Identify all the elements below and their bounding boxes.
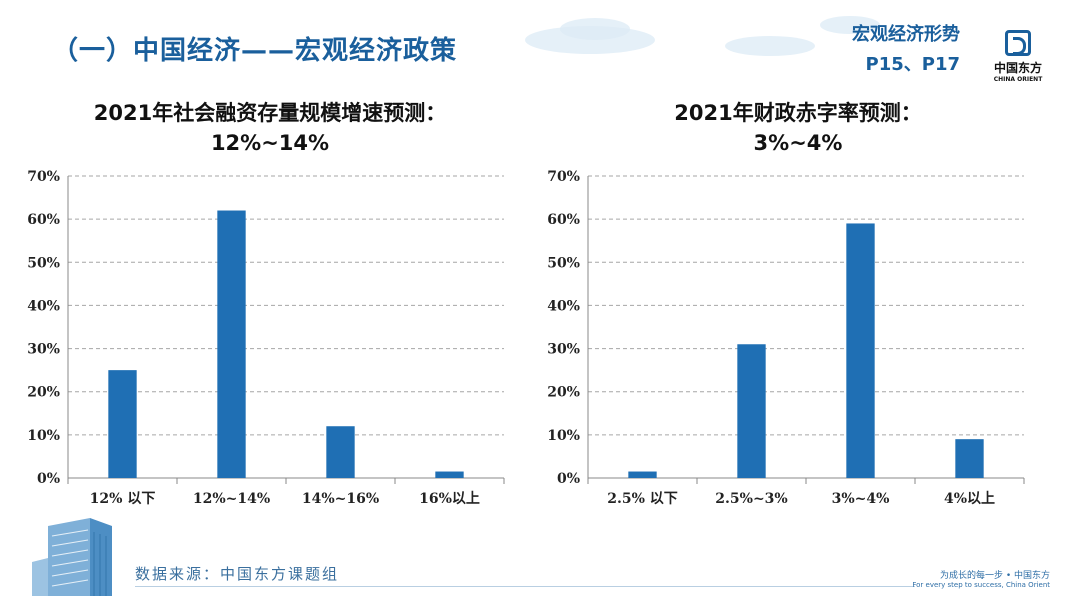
y-tick-label: 0% <box>557 471 580 487</box>
x-tick-label: 3%~4% <box>832 491 890 507</box>
bar <box>846 223 875 478</box>
page-title: （一）中国经济——宏观经济政策 <box>52 36 458 66</box>
y-tick-label: 60% <box>27 212 60 228</box>
bar <box>628 471 657 478</box>
y-tick-label: 50% <box>547 255 580 271</box>
y-tick-label: 0% <box>37 471 60 487</box>
y-tick-label: 20% <box>547 385 580 401</box>
logo-cn-text: 中国东方 <box>993 61 1042 75</box>
building-illustration <box>32 518 112 596</box>
slogan-cn: 为成长的每一步 • 中国东方 <box>939 571 1050 581</box>
header-section-info: 宏观经济形势 P15、P17 <box>852 20 960 80</box>
x-tick-label: 2.5%~3% <box>715 491 787 507</box>
section-topic: 宏观经济形势 <box>852 24 960 45</box>
x-tick-label: 2.5% 以下 <box>607 491 678 507</box>
page-reference: P15、P17 <box>865 54 960 75</box>
y-tick-label: 10% <box>547 428 580 444</box>
bar <box>435 471 464 478</box>
y-tick-label: 20% <box>27 385 60 401</box>
data-source: 数据来源：中国东方课题组 <box>135 565 340 583</box>
logo-en-text: CHINA ORIENT <box>993 76 1043 83</box>
y-tick-label: 40% <box>547 298 580 314</box>
x-tick-label: 16%以上 <box>419 491 480 507</box>
y-tick-label: 30% <box>547 342 580 358</box>
y-tick-label: 70% <box>547 169 580 185</box>
bar <box>955 439 984 478</box>
bar <box>217 210 246 478</box>
y-tick-label: 70% <box>27 169 60 185</box>
x-tick-label: 4%以上 <box>944 491 995 507</box>
y-tick-label: 10% <box>27 428 60 444</box>
bar <box>108 370 137 478</box>
cloud-decoration <box>560 18 630 40</box>
footer-divider <box>135 586 915 587</box>
cloud-decoration <box>820 16 880 34</box>
chart-title-right-line1: 2021年财政赤字率预测： <box>674 101 922 125</box>
bar <box>326 426 355 478</box>
x-tick-label: 14%~16% <box>302 491 379 507</box>
chart-title-left: 2021年社会融资存量规模增速预测： 12%~14% <box>50 98 490 158</box>
x-tick-label: 12%~14% <box>193 491 270 507</box>
company-logo: 中国东方 CHINA ORIENT <box>990 30 1046 83</box>
cloud-decoration <box>725 36 815 56</box>
bar <box>737 344 766 478</box>
y-tick-label: 60% <box>547 212 580 228</box>
chart-title-right: 2021年财政赤字率预测： 3%~4% <box>578 98 1018 158</box>
bar-chart-social-financing: 0% 10% 20% 30% 40% 50% 60% 70% 12% 以下 12%~14% 14%~… <box>27 169 505 507</box>
chart-title-right-line2: 3%~4% <box>753 131 843 155</box>
y-tick-label: 40% <box>27 298 60 314</box>
y-tick-label: 30% <box>27 342 60 358</box>
chart-title-left-line2: 12%~14% <box>210 131 330 155</box>
footer-slogan: 为成长的每一步 • 中国东方 For every step to success… <box>912 568 1050 589</box>
chart-title-left-line1: 2021年社会融资存量规模增速预测： <box>93 101 447 125</box>
slogan-en: For every step to success, China Orient <box>912 581 1050 589</box>
logo-icon <box>1005 30 1031 56</box>
x-tick-label: 12% 以下 <box>90 491 156 507</box>
y-tick-label: 50% <box>27 255 60 271</box>
bar-chart-fiscal-deficit: 0% 10% 20% 30% 40% 50% 60% 70% 2.5% 以下 2.5%~3% 3%~… <box>547 169 1025 507</box>
